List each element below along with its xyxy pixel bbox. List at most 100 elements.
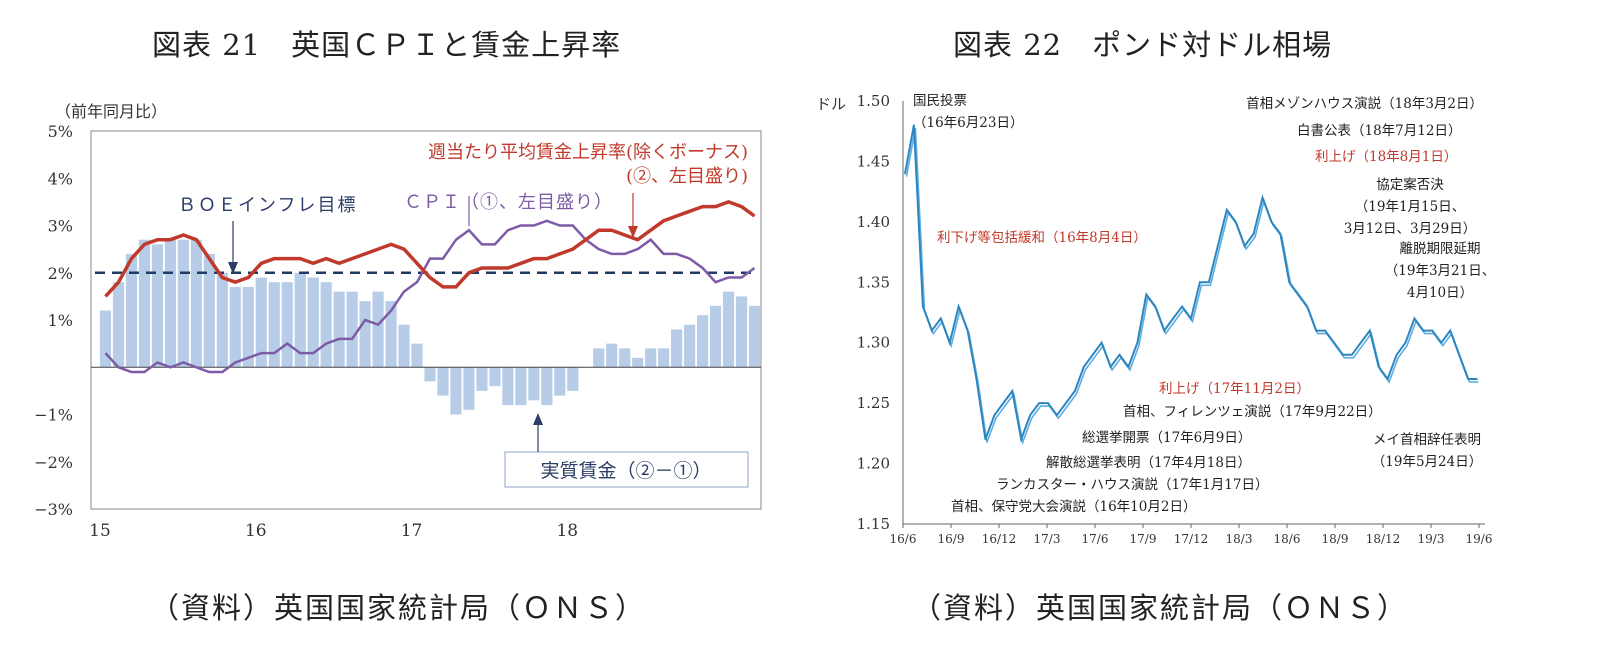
fig22-annotation-line: 解散総選挙表明（17年4月18日） bbox=[1046, 455, 1251, 471]
fig21-ytick-label: 1% bbox=[48, 311, 73, 330]
fig22-annotation-line: 3月12日、3月29日） bbox=[1344, 221, 1477, 237]
fig22-annotation-line: ランカスター・ハウス演説（17年1月17日） bbox=[996, 477, 1268, 493]
fig21-ytick-label: 4% bbox=[48, 169, 73, 188]
fig22-series-point bbox=[1395, 354, 1398, 356]
fig21-bar bbox=[502, 367, 514, 406]
fig22-annotation: メイ首相辞任表明 （19年5月24日） bbox=[1372, 432, 1482, 470]
figure22-chart: ドル 1.15 1.20 1.25 1.30 1.35 1.40 1.45 1.50 16/6 16… bbox=[816, 92, 1495, 546]
fig22-series-point bbox=[1127, 366, 1130, 368]
fig22-annotation: 首相、保守党大会演説（16年10月2日） bbox=[951, 499, 1196, 515]
fig22-annotation-line: （19年3月21日、 bbox=[1385, 263, 1495, 279]
fig22-annotation-line: 利下げ等包括緩和（16年8月4日） bbox=[937, 229, 1147, 246]
fig21-bar bbox=[450, 367, 462, 415]
fig21-bar bbox=[242, 286, 254, 368]
fig21-bar bbox=[541, 367, 553, 406]
fig22-series-point bbox=[1270, 221, 1273, 223]
fig22-series-point bbox=[1145, 293, 1148, 296]
fig21-bar bbox=[515, 367, 527, 406]
fig22-series-point bbox=[1252, 233, 1255, 235]
fig22-annotation-line: 離脱期限延期 bbox=[1400, 241, 1481, 257]
fig21-bar bbox=[645, 348, 657, 368]
fig21-bar bbox=[268, 282, 280, 368]
fig21-bar bbox=[294, 272, 306, 368]
fig22-annotation-line: 利上げ（18年8月1日） bbox=[1315, 149, 1457, 165]
fig21-bar bbox=[320, 282, 332, 368]
fig21-bar bbox=[593, 348, 605, 368]
fig21-bar bbox=[567, 367, 579, 391]
fig22-annotation: 総選挙開票（17年6月9日） bbox=[1082, 430, 1251, 446]
fig22-unit-label: ドル bbox=[816, 95, 846, 113]
fig21-cpi-line bbox=[104, 219, 756, 374]
fig22-annotation-line: 協定案否決 bbox=[1376, 176, 1444, 193]
fig22-ytick-label: 1.30 bbox=[857, 334, 890, 352]
fig21-ytick-label: 2% bbox=[48, 264, 73, 283]
fig22-series-point bbox=[1118, 354, 1121, 356]
fig22-series-point bbox=[1404, 341, 1407, 344]
fig22-series-point bbox=[1449, 329, 1451, 332]
fig22-series-point bbox=[1342, 354, 1344, 356]
fig22-series-point bbox=[1440, 341, 1443, 344]
fig22-annotation-line: 首相、フィレンツェ演説（17年9月22日） bbox=[1123, 404, 1382, 420]
fig21-bar bbox=[748, 305, 761, 368]
fig22-series-point bbox=[1020, 438, 1022, 441]
fig21-bar bbox=[398, 324, 410, 368]
fig22-series-point bbox=[1172, 317, 1174, 320]
fig21-xtick-label: 15 bbox=[89, 521, 111, 541]
fig22-xtick-label: 17/12 bbox=[1174, 532, 1209, 546]
fig22-xtick-label: 18/6 bbox=[1274, 532, 1301, 546]
fig21-bar bbox=[476, 367, 488, 391]
figure21-source: （資料）英国国家統計局（ＯＮＳ） bbox=[150, 591, 647, 625]
fig21-real-wage-annotation: 実質賃金（②－①） bbox=[540, 460, 711, 482]
fig22-annotation: 利上げ（17年11月2日） bbox=[1159, 381, 1310, 397]
fig21-bar bbox=[709, 305, 722, 368]
fig22-annotation: 離脱期限延期 （19年3月21日、 4月10日） bbox=[1385, 241, 1495, 301]
fig22-series-point bbox=[1351, 354, 1353, 356]
fig22-series-point bbox=[1074, 390, 1076, 392]
fig21-bar bbox=[385, 301, 397, 368]
fig21-bar bbox=[606, 343, 618, 368]
fig22-ytick-label: 1.15 bbox=[857, 515, 890, 533]
fig22-series-point bbox=[1261, 196, 1264, 199]
fig22-series-point bbox=[1181, 305, 1183, 308]
fig22-annotation: 利上げ（18年8月1日） bbox=[1315, 149, 1457, 165]
fig22-ytick-label: 1.25 bbox=[857, 394, 890, 412]
fig22-series-point bbox=[1306, 305, 1308, 308]
fig21-bar bbox=[722, 291, 735, 368]
fig21-wage-annotation-2: (②、左目盛り) bbox=[626, 166, 748, 187]
figure21-title: 図表 21 英国ＣＰＩと賃金上昇率 bbox=[152, 28, 622, 62]
fig22-series-point bbox=[1333, 341, 1335, 344]
fig21-bar bbox=[411, 343, 423, 368]
fig22-series-point bbox=[948, 341, 951, 344]
fig22-annotation: ランカスター・ハウス演説（17年1月17日） bbox=[996, 477, 1268, 493]
fig22-series-point bbox=[966, 329, 969, 332]
fig22-series-point bbox=[1368, 329, 1371, 332]
fig22-series-point bbox=[1386, 378, 1389, 380]
fig22-series-point bbox=[1243, 245, 1246, 247]
fig21-xtick-label: 18 bbox=[556, 521, 578, 541]
fig21-bar bbox=[632, 357, 644, 368]
fig22-series-point bbox=[1422, 329, 1425, 332]
fig22-series-point bbox=[1047, 402, 1049, 404]
fig21-real-wage-box bbox=[504, 451, 749, 488]
fig22-series-point bbox=[1208, 281, 1210, 284]
fig21-ytick-label: 5% bbox=[48, 122, 73, 141]
fig22-annotation-line: 利上げ（17年11月2日） bbox=[1159, 381, 1310, 397]
fig21-unit-label: （前年同月比） bbox=[55, 102, 167, 121]
fig21-bar bbox=[203, 253, 215, 368]
fig22-ytick-label: 1.45 bbox=[857, 152, 890, 170]
fig22-annotation: 首相メゾンハウス演説（18年3月2日） bbox=[1246, 96, 1483, 112]
fig22-series-point bbox=[1100, 341, 1103, 344]
fig21-bar bbox=[164, 239, 176, 368]
fig22-series-point bbox=[913, 124, 915, 126]
fig22-series-point bbox=[1029, 414, 1031, 417]
fig22-xtick-label: 17/6 bbox=[1082, 532, 1109, 546]
fig21-boe-annotation: ＢＯＥインフレ目標 bbox=[178, 195, 357, 216]
fig21-xtick-label: 17 bbox=[401, 521, 423, 541]
fig22-series-point bbox=[1315, 329, 1317, 332]
fig22-xtick-label: 18/9 bbox=[1322, 532, 1349, 546]
fig22-series-point bbox=[1217, 245, 1219, 247]
fig21-bar bbox=[112, 282, 125, 368]
fig22-annotation-line: （19年5月24日） bbox=[1372, 454, 1482, 470]
fig22-annotation: 解散総選挙表明（17年4月18日） bbox=[1046, 455, 1251, 471]
